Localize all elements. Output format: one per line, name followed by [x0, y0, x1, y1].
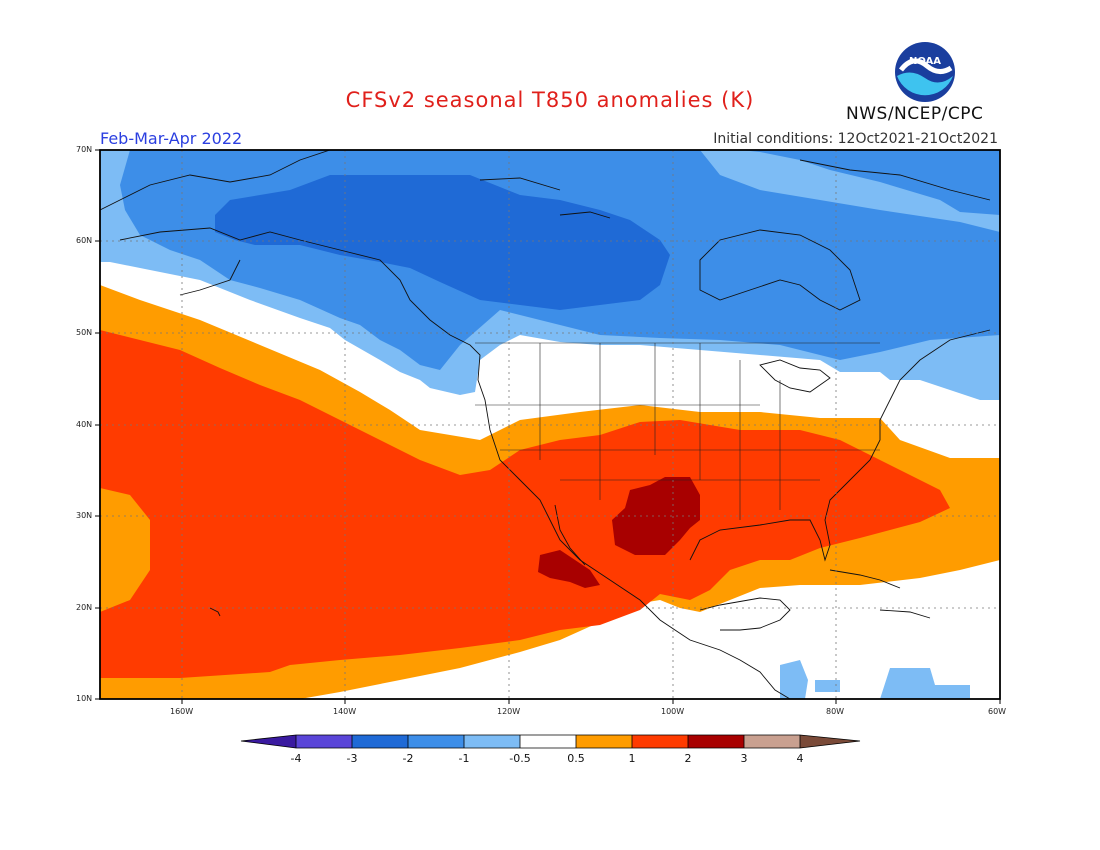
lon-tick-60w: 60W [988, 707, 1007, 716]
state-borders [475, 342, 880, 520]
lat-tick-20n: 20N [76, 603, 93, 612]
colorbar-label: -0.5 [509, 752, 531, 765]
anomaly-weak-negative-caribbean-1 [780, 660, 808, 699]
anomaly-weak-negative-caribbean-3 [880, 668, 970, 699]
colorbar-bin [576, 735, 632, 748]
colorbar-label: 4 [796, 752, 804, 765]
organization-label: NWS/NCEP/CPC [846, 104, 984, 124]
colorbar-label: 3 [740, 752, 748, 765]
map-title: CFSv2 seasonal T850 anomalies (K) [345, 88, 755, 112]
colorbar-bin [744, 735, 800, 748]
lat-tick-40n: 40N [76, 420, 93, 429]
anomaly-strong-positive-mexico [538, 550, 600, 588]
lat-tick-30n: 30N [76, 511, 93, 520]
colorbar-label: 1 [628, 752, 636, 765]
lat-tick-70n: 70N [76, 145, 93, 154]
lon-tick-160w: 160W [170, 707, 194, 716]
anomaly-strong-positive-texas [612, 477, 700, 555]
colorbar [240, 734, 861, 749]
logo-text: NOAA [909, 56, 941, 67]
colorbar-label: 2 [684, 752, 692, 765]
forecast-period: Feb-Mar-Apr 2022 [100, 129, 243, 148]
colorbar-bin [520, 735, 576, 748]
lon-tick-140w: 140W [333, 707, 357, 716]
colorbar-low-arrow [241, 735, 296, 748]
colorbar-bin [296, 735, 352, 748]
colorbar-label: 0.5 [567, 752, 585, 765]
lat-tick-10n: 10N [76, 694, 93, 703]
colorbar-label: -3 [346, 752, 358, 765]
lat-tick-50n: 50N [76, 328, 93, 337]
colorbar-bin [688, 735, 744, 748]
anomaly-weak-negative-caribbean-2 [815, 680, 840, 692]
lon-tick-100w: 100W [661, 707, 685, 716]
colorbar-label: -1 [458, 752, 470, 765]
noaa-logo-icon: NOAA [895, 42, 955, 102]
colorbar-bin [352, 735, 408, 748]
colorbar-label: -4 [290, 752, 302, 765]
colorbar-high-arrow [800, 735, 860, 748]
tick-marks [95, 149, 1001, 704]
initial-conditions: Initial conditions: 12Oct2021-21Oct2021 [713, 131, 998, 147]
lon-tick-120w: 120W [497, 707, 521, 716]
coastlines [100, 150, 991, 699]
lat-tick-60n: 60N [76, 236, 93, 245]
colorbar-bin [632, 735, 688, 748]
anomaly-field [100, 150, 1000, 699]
colorbar-bin [408, 735, 464, 748]
anomaly-strong-negative [215, 175, 670, 310]
colorbar-bin [464, 735, 520, 748]
colorbar-label: -2 [402, 752, 414, 765]
lon-tick-80w: 80W [826, 707, 845, 716]
graticule [100, 150, 1000, 699]
anomaly-mid-positive [100, 330, 950, 678]
